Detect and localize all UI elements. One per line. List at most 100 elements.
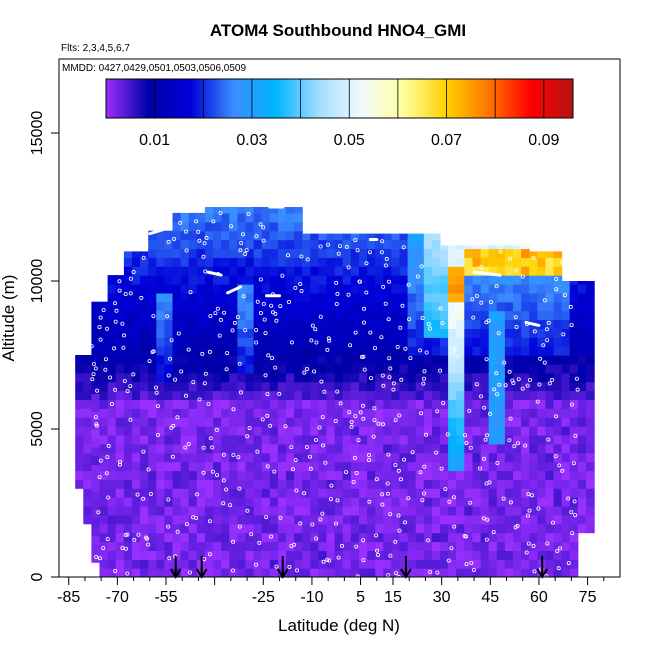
field-cell: [286, 452, 295, 463]
field-cell: [496, 550, 506, 560]
field-cell: [407, 532, 417, 543]
sample-marker: [384, 256, 389, 261]
field-cell: [367, 266, 376, 276]
field-cell: [261, 434, 271, 445]
field-cell: [399, 372, 409, 383]
field-cell: [237, 319, 247, 329]
field-cell: [253, 541, 263, 551]
field-cell: [140, 301, 149, 312]
field-cell: [140, 372, 149, 383]
sample-marker: [191, 515, 196, 520]
sample-marker: [557, 463, 562, 468]
field-cell: [375, 434, 384, 445]
field-cell: [188, 230, 198, 241]
field-cell: [180, 230, 190, 241]
field-cell: [553, 372, 563, 383]
field-cell: [561, 514, 571, 525]
field-cell: [140, 559, 149, 569]
field-cell: [180, 363, 190, 374]
field-cell: [188, 346, 198, 356]
field-cell: [221, 506, 230, 516]
field-cell: [431, 434, 441, 445]
field-cell: [350, 488, 360, 498]
field-cell: [431, 257, 441, 267]
field-cell: [123, 266, 133, 276]
field-cell: [545, 346, 555, 356]
field-cell: [269, 426, 279, 436]
field-cell: [326, 532, 336, 543]
field-cell: [91, 526, 101, 537]
field-cell: [229, 532, 238, 543]
field-cell: [140, 470, 149, 480]
field-cell: [561, 363, 571, 374]
field-cell: [496, 284, 506, 294]
field-cell: [99, 337, 109, 347]
field-cell: [148, 319, 157, 329]
field-cell: [261, 337, 271, 347]
field-cell: [107, 550, 117, 560]
field-cell: [334, 301, 344, 312]
field-cell: [277, 266, 287, 276]
field-cell: [472, 470, 482, 480]
sample-marker: [569, 510, 574, 515]
field-cell: [448, 319, 457, 329]
field-cell: [75, 381, 84, 392]
field-cell: [115, 337, 125, 347]
field-cell: [269, 541, 279, 551]
field-cell: [188, 426, 198, 436]
sample-marker: [366, 453, 371, 458]
y-tick-label: 5000: [29, 411, 46, 447]
field-cell: [164, 363, 174, 374]
field-cell: [334, 434, 344, 445]
dates-label: MMDD: 0427,0429,0501,0503,0506,0509: [62, 63, 246, 74]
field-cell: [140, 443, 149, 454]
field-cell: [569, 461, 579, 472]
field-cell: [415, 363, 425, 374]
field-cell: [440, 532, 449, 543]
field-cell: [350, 363, 360, 374]
sample-marker: [362, 367, 367, 372]
field-cell: [488, 506, 498, 516]
field-cell: [253, 434, 263, 445]
field-cell: [123, 251, 133, 258]
field-cell: [496, 372, 506, 383]
field-cell: [269, 434, 279, 445]
field-cell: [367, 310, 376, 321]
field-cell: [431, 426, 441, 436]
field-cell: [221, 301, 230, 312]
sample-marker: [298, 521, 303, 526]
sample-marker: [105, 455, 110, 460]
field-cell: [310, 408, 319, 418]
field-cell: [204, 363, 214, 374]
sample-marker: [210, 469, 215, 474]
field-cell: [375, 452, 384, 463]
field-cell: [472, 399, 482, 409]
sample-marker: [146, 467, 151, 472]
sample-marker: [346, 265, 351, 270]
field-cell: [107, 426, 117, 436]
field-cell: [148, 443, 157, 454]
sample-marker: [317, 425, 322, 430]
sample-marker: [255, 449, 260, 454]
field-cell: [196, 301, 206, 312]
field-cell: [342, 470, 352, 480]
field-cell: [488, 257, 498, 267]
field-cell: [367, 523, 376, 534]
field-cell: [123, 426, 133, 436]
sample-marker: [555, 549, 560, 554]
field-cell: [91, 500, 101, 510]
field-cell: [221, 310, 230, 321]
field-cell: [277, 248, 287, 258]
field-cell: [488, 470, 498, 480]
field-cell: [107, 319, 117, 329]
field-cell: [140, 408, 149, 418]
field-cell: [245, 470, 255, 480]
field-cell: [496, 337, 506, 347]
sample-marker: [218, 210, 223, 215]
field-cell: [156, 248, 165, 258]
field-cell: [164, 541, 174, 551]
field-cell: [423, 275, 433, 285]
field-cell: [367, 319, 376, 329]
field-cell: [448, 266, 457, 276]
sample-marker: [239, 240, 244, 245]
